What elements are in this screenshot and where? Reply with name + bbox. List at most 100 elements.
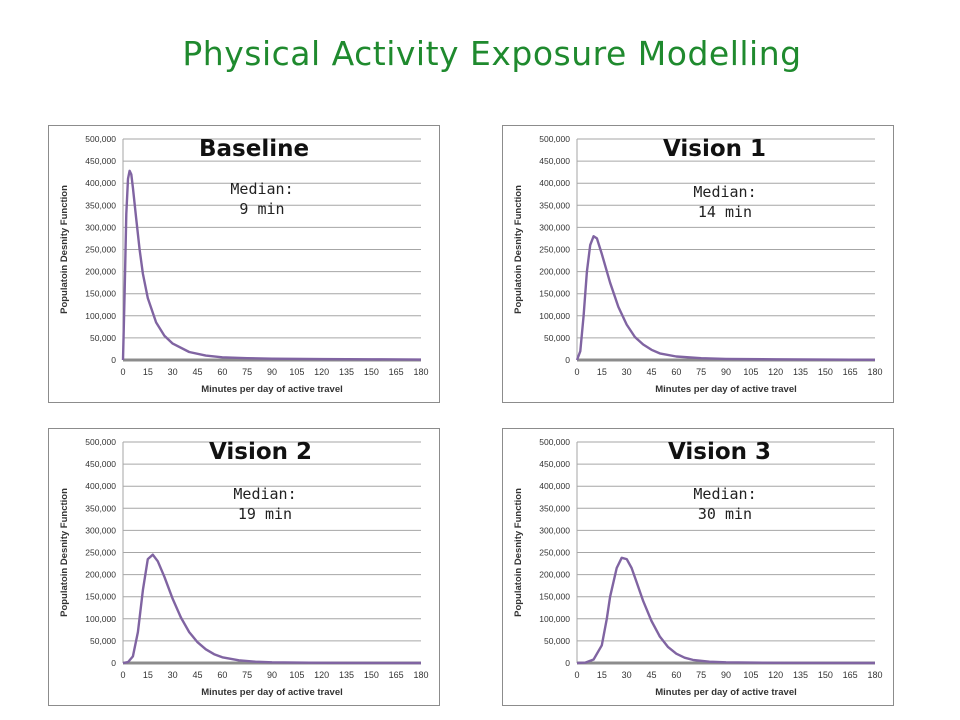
x-tick-label: 75: [242, 367, 252, 377]
median-label: Median:: [693, 183, 757, 201]
x-tick-label: 15: [597, 670, 607, 680]
y-tick-label: 200,000: [539, 267, 570, 277]
y-tick-label: 100,000: [85, 614, 116, 624]
x-tick-label: 30: [168, 367, 178, 377]
y-tick-label: 350,000: [539, 200, 570, 210]
y-tick-label: 500,000: [85, 134, 116, 144]
chart-panel-vision-2: 0 50,000 100,000 150,000 200,000 250,000 300,0…: [48, 428, 440, 706]
x-tick-label: 135: [339, 367, 354, 377]
median-label: Median:: [233, 485, 297, 503]
chart-svg-vision-1: 0 50,000 100,000 150,000 200,000 250,000 300,0…: [513, 134, 883, 395]
y-tick-label: 150,000: [539, 289, 570, 299]
x-tick-label: 15: [143, 670, 153, 680]
chart-svg-vision-3: 0 50,000 100,000 150,000 200,000 250,000 300,0…: [513, 437, 883, 698]
x-tick-label: 150: [818, 670, 833, 680]
y-tick-label: 50,000: [544, 333, 570, 343]
y-tick-label: 450,000: [539, 459, 570, 469]
x-tick-label: 75: [696, 670, 706, 680]
x-tick-label: 45: [646, 670, 656, 680]
series-line: [122, 553, 422, 665]
median-annotation: Median: 19 min: [205, 484, 325, 524]
x-tick-label: 15: [597, 367, 607, 377]
y-tick-label: 200,000: [85, 267, 116, 277]
x-tick-label: 165: [843, 367, 858, 377]
x-tick-label: 60: [671, 367, 681, 377]
y-axis-label: Populatoin Desnity Function: [59, 185, 70, 314]
x-tick-label: 150: [818, 367, 833, 377]
y-tick-label: 400,000: [539, 481, 570, 491]
y-tick-label: 350,000: [539, 503, 570, 513]
y-tick-label: 250,000: [85, 245, 116, 255]
x-axis-label: Minutes per day of active travel: [201, 687, 343, 698]
x-tick-label: 60: [671, 670, 681, 680]
x-tick-label: 135: [793, 367, 808, 377]
y-tick-label: 450,000: [539, 156, 570, 166]
x-tick-label: 120: [768, 670, 783, 680]
x-axis-label: Minutes per day of active travel: [201, 384, 343, 395]
y-tick-label: 150,000: [85, 289, 116, 299]
chart-svg-baseline: 0 50,000 100,000 150,000 200,000 250,000 300,0…: [59, 134, 429, 395]
x-tick-label: 0: [120, 670, 125, 680]
x-tick-label: 150: [364, 367, 379, 377]
y-tick-label: 300,000: [539, 525, 570, 535]
x-tick-label: 120: [314, 367, 329, 377]
y-tick-label: 100,000: [539, 311, 570, 321]
x-axis-label: Minutes per day of active travel: [655, 687, 797, 698]
y-tick-label: 500,000: [85, 437, 116, 447]
y-tick-label: 0: [111, 658, 116, 668]
x-tick-label: 180: [413, 670, 428, 680]
y-tick-label: 150,000: [539, 592, 570, 602]
median-value: 14 min: [697, 203, 753, 221]
x-tick-label: 0: [120, 367, 125, 377]
chart-panel-vision-1: 0 50,000 100,000 150,000 200,000 250,000 300,0…: [502, 125, 894, 403]
series-line: [575, 235, 876, 361]
y-tick-label: 50,000: [90, 333, 116, 343]
median-label: Median:: [230, 180, 294, 198]
y-tick-label: 200,000: [539, 570, 570, 580]
chart-panel-vision-3: 0 50,000 100,000 150,000 200,000 250,000 300,0…: [502, 428, 894, 706]
x-tick-label: 135: [339, 670, 354, 680]
y-tick-label: 0: [565, 658, 570, 668]
page-title: Physical Activity Exposure Modelling: [182, 34, 802, 73]
series-line: [121, 169, 422, 361]
y-tick-label: 250,000: [539, 548, 570, 558]
series-line: [576, 556, 876, 665]
x-tick-label: 75: [696, 367, 706, 377]
median-value: 19 min: [237, 505, 293, 523]
y-tick-label: 300,000: [85, 222, 116, 232]
x-tick-label: 105: [289, 670, 304, 680]
chart-title: Baseline: [199, 136, 310, 162]
median-label: Median:: [693, 485, 757, 503]
x-tick-label: 165: [389, 670, 404, 680]
x-tick-label: 135: [793, 670, 808, 680]
y-tick-label: 300,000: [539, 222, 570, 232]
chart-title: Vision 1: [663, 136, 767, 162]
median-annotation: Median: 9 min: [202, 179, 322, 219]
x-tick-label: 45: [192, 367, 202, 377]
x-tick-label: 60: [217, 670, 227, 680]
x-tick-label: 60: [217, 367, 227, 377]
x-tick-label: 75: [242, 670, 252, 680]
median-value: 9 min: [239, 200, 285, 218]
x-tick-label: 90: [721, 367, 731, 377]
y-tick-label: 200,000: [85, 570, 116, 580]
x-tick-label: 165: [843, 670, 858, 680]
x-tick-label: 180: [413, 367, 428, 377]
y-tick-label: 300,000: [85, 525, 116, 535]
x-tick-label: 180: [867, 670, 882, 680]
y-axis-label: Populatoin Desnity Function: [513, 488, 524, 617]
y-tick-label: 50,000: [90, 636, 116, 646]
x-tick-label: 30: [168, 670, 178, 680]
x-tick-label: 45: [646, 367, 656, 377]
x-tick-label: 105: [289, 367, 304, 377]
median-value: 30 min: [697, 505, 753, 523]
x-tick-label: 0: [574, 670, 579, 680]
x-tick-label: 45: [192, 670, 202, 680]
x-tick-label: 90: [267, 670, 277, 680]
median-annotation: Median: 14 min: [665, 182, 785, 222]
x-tick-label: 165: [389, 367, 404, 377]
x-tick-label: 30: [622, 670, 632, 680]
y-tick-label: 250,000: [85, 548, 116, 558]
y-tick-label: 50,000: [544, 636, 570, 646]
y-tick-label: 0: [111, 355, 116, 365]
